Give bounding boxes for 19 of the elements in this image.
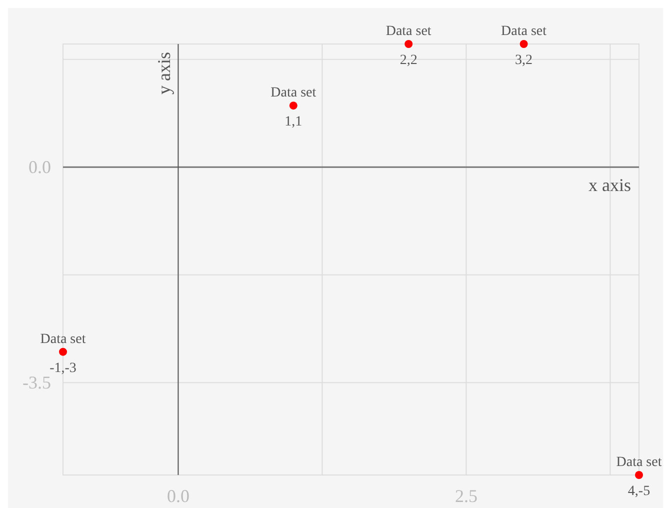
y-axis-title: y axis bbox=[154, 52, 174, 94]
series-label: Data set bbox=[40, 332, 86, 347]
annotation: 2,2 bbox=[400, 53, 418, 68]
point bbox=[520, 40, 528, 48]
text: Data set bbox=[501, 24, 547, 39]
point bbox=[289, 102, 298, 110]
y-tick-label: -3.5 bbox=[22, 372, 51, 393]
text: Data set bbox=[616, 455, 662, 470]
annotation: 3,2 bbox=[515, 53, 533, 68]
x-axis-title: x axis bbox=[588, 175, 631, 196]
annotation: 1,1 bbox=[284, 114, 302, 130]
text: Data set bbox=[270, 86, 316, 101]
point bbox=[635, 471, 643, 479]
text: Data set bbox=[386, 24, 432, 39]
point bbox=[59, 348, 67, 356]
point bbox=[404, 40, 413, 48]
annotation: 4,-5 bbox=[628, 484, 650, 499]
annotation: -1,-3 bbox=[50, 360, 76, 376]
x-tick-label: 2.5 bbox=[454, 486, 478, 506]
